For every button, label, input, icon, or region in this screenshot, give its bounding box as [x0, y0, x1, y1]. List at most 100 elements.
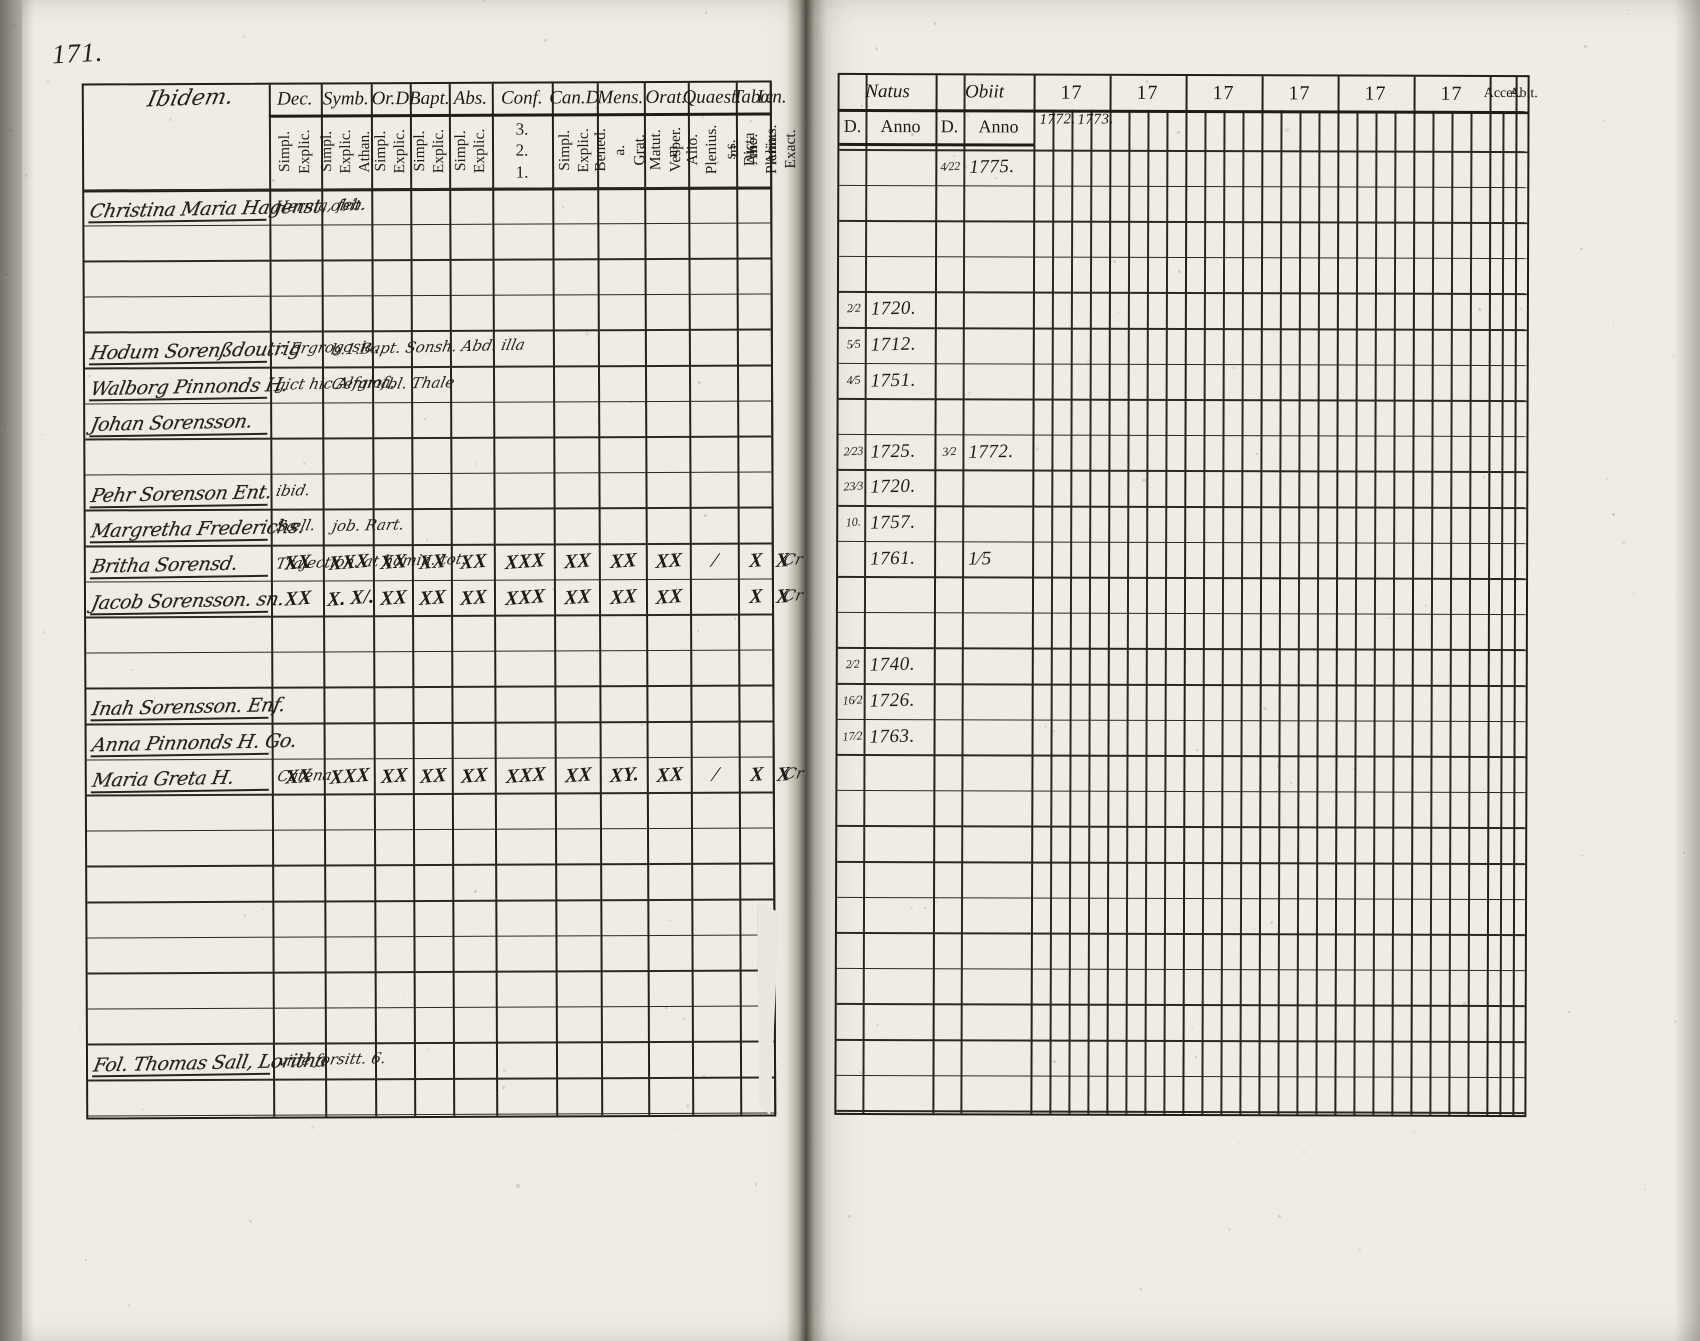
row-rule [837, 825, 1526, 829]
paper-speck [244, 197, 246, 199]
attendance-mark: X [749, 584, 763, 608]
subheader-text-mens: a. [611, 144, 629, 156]
paper-speck [704, 11, 708, 14]
row-rule [84, 222, 771, 227]
natus-day: 5⁄5 [846, 336, 862, 352]
column-subheader-bapt: Simpl. Explic. [410, 114, 449, 188]
paper-speck [1485, 290, 1489, 294]
entry-name-underline [88, 361, 267, 366]
paper-speck [696, 630, 700, 633]
paper-speck [598, 465, 600, 467]
paper-speck [1232, 366, 1235, 370]
row-rule [837, 611, 1526, 616]
row-rule [87, 1040, 774, 1046]
paper-speck [1194, 1055, 1197, 1059]
entry-name-underline [92, 1073, 271, 1078]
column-rule [687, 82, 695, 1115]
subheader-text-ord: Simpl. [371, 130, 389, 172]
natus-year: 1725. [870, 440, 916, 463]
attendance-mark: XX [459, 549, 487, 574]
subheader-text-quaest: m. [664, 141, 682, 158]
section-title: Ibidem. [144, 84, 236, 113]
row-rule [88, 1112, 775, 1117]
subheader-text-bapt: Simpl. [410, 130, 428, 172]
paper-speck [379, 523, 382, 526]
row-rule [88, 1076, 775, 1081]
attendance-mark: X [749, 762, 764, 786]
paper-speck [1518, 307, 1523, 311]
attendance-mark: XX [284, 586, 312, 611]
row-rule [87, 898, 774, 903]
row-rule [837, 682, 1526, 687]
paper-speck [910, 907, 913, 910]
paper-speck [1238, 1141, 1240, 1143]
group-rule [1486, 76, 1492, 1115]
attendance-mark: XX [459, 585, 488, 610]
column-header-symb: Symb. [322, 88, 369, 110]
paper-speck [961, 819, 964, 821]
row-rule [837, 860, 1526, 865]
row-rule [839, 220, 1528, 224]
group-rule [1182, 76, 1188, 1115]
attendance-mark: XX [379, 585, 408, 610]
paper-speck [1468, 591, 1471, 594]
paper-speck [1357, 1247, 1362, 1252]
column-subheader-abs: Simpl. Explic. [449, 114, 492, 188]
paper-speck [24, 174, 28, 178]
attendance-mark: XX [564, 762, 592, 787]
paper-speck [1228, 1228, 1231, 1232]
paper-speck [552, 587, 556, 592]
paper-speck [561, 205, 565, 209]
column-subheader-symb: Simpl. Explic. Athan. [318, 114, 374, 188]
natus-day: 17⁄2 [842, 727, 863, 744]
paper-speck [311, 1126, 314, 1129]
right-page-edge-shadow [1674, 0, 1700, 1341]
group-rule [1106, 75, 1112, 1114]
paper-speck [1486, 972, 1489, 975]
entry-note: obit. [329, 195, 368, 215]
paper-speck [502, 1086, 505, 1089]
entry-note: vide forsitt. 6. [276, 1049, 388, 1071]
attendance-mark: XX [563, 549, 591, 574]
paper-speck [1052, 1059, 1057, 1064]
subheader-natus-anno: Anno [880, 115, 921, 136]
attendance-mark: XXX [504, 549, 546, 575]
right-ledger-table: Natus Obiit 17 17 17 17 17 17 Acces. Abit. D. Anno D… [834, 72, 1538, 1118]
column-subheader-ln: m. Alio. Exact. [744, 112, 800, 186]
paper-speck [1256, 452, 1259, 456]
row-rule [836, 1003, 1525, 1007]
paper-speck [1139, 1288, 1143, 1291]
paper-speck [682, 1017, 686, 1021]
group-rule [1334, 76, 1340, 1115]
row-rule [839, 255, 1528, 260]
attendance-mark: XY. [609, 762, 640, 787]
obiit-year: 1⁄5 [967, 547, 993, 570]
subheader-text-dec: Simpl. [276, 131, 294, 173]
paper-speck [274, 127, 276, 129]
paper-speck [604, 308, 606, 310]
row-rule [84, 364, 771, 369]
column-rule [268, 84, 276, 1117]
row-rule [84, 293, 771, 298]
row-rule [85, 471, 772, 476]
entry-name-underline [90, 610, 269, 615]
paper-speck [1348, 1201, 1350, 1204]
paper-speck [88, 374, 91, 378]
column-subheader-conf: 3. 2. 1. [492, 113, 552, 187]
row-rule [838, 291, 1527, 295]
paper-speck [1672, 354, 1676, 359]
row-rule [87, 827, 774, 832]
paper-speck [243, 914, 247, 917]
subcolumn-rule [960, 75, 966, 1114]
paper-speck [749, 507, 752, 510]
paper-speck [426, 539, 429, 542]
paper-speck [1579, 247, 1583, 251]
paper-speck [821, 89, 823, 91]
paper-speck [1123, 658, 1127, 662]
column-rule [551, 83, 559, 1116]
column-header-obiit: Obiit [965, 81, 1005, 103]
paper-speck [1303, 1151, 1305, 1153]
paper-speck [858, 1070, 862, 1074]
entry-name-underline [89, 503, 268, 508]
paper-speck [966, 114, 970, 118]
